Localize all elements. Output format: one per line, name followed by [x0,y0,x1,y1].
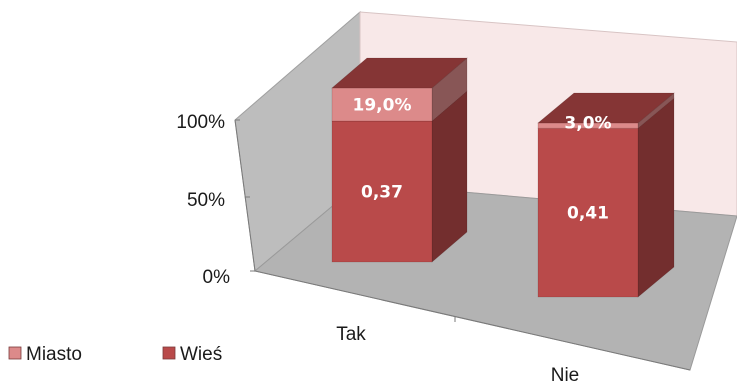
category-label: Tak [336,324,366,345]
bar-top [537,92,675,124]
data-label-miasto: 3,0% [564,114,611,134]
y-tick-label: 50% [187,190,225,211]
legend-swatch-wies [162,346,176,360]
data-label-wies: 0,41 [567,204,609,224]
y-tick-label: 100% [176,112,225,133]
y-tick-label: 0% [203,267,231,288]
legend-label-miasto: Miasto [26,344,82,365]
bar-segment-wies-side [637,97,675,298]
legend-label-wies: Wieś [180,344,222,365]
bars-group: 19,0% 0,37 3,0% 0,41 [331,57,675,298]
data-label-miasto: 19,0% [353,96,412,116]
y-axis-line [234,119,256,272]
x-axis-line [254,270,691,371]
category-label: Nie [551,365,580,386]
bar-top [331,57,468,89]
data-label-wies: 0,37 [361,183,403,203]
legend-swatch-miasto [8,346,22,360]
legend: Miasto Wieś [8,344,222,365]
